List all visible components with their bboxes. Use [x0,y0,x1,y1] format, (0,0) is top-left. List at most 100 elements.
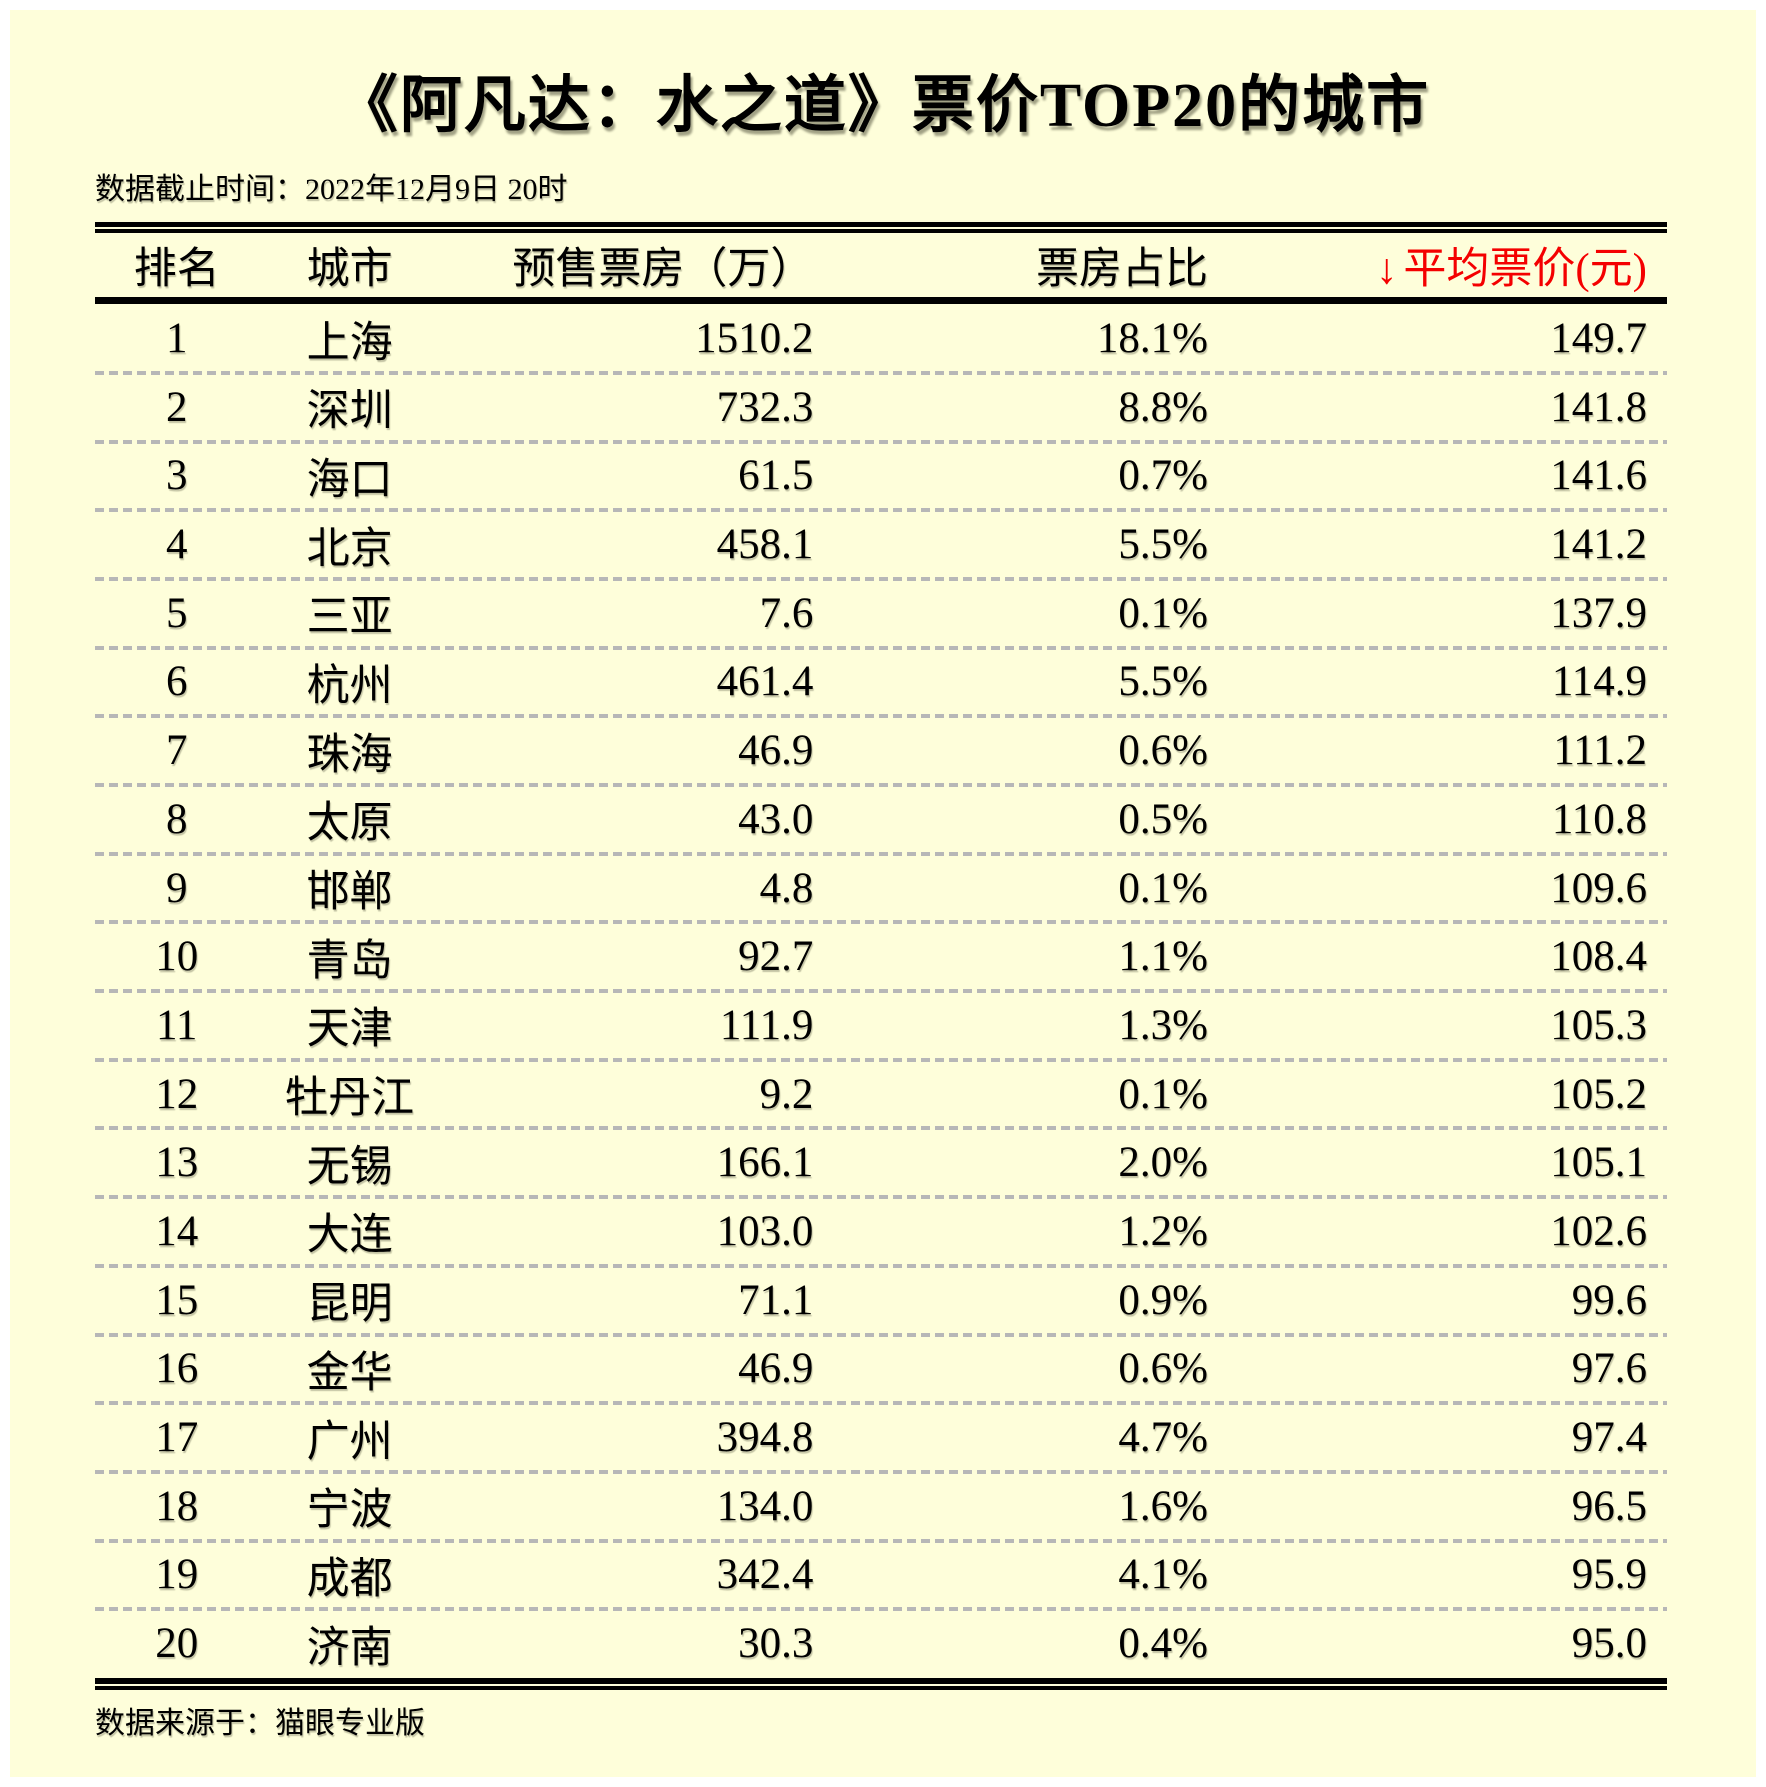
presale-cell: 342.4 [716,1551,814,1599]
share-cell: 0.7% [1118,452,1208,500]
share-cell: 0.1% [1118,589,1208,637]
price-cell: 114.9 [1551,658,1647,706]
city-cell: 上海 [306,319,393,367]
presale-cell: 732.3 [716,383,814,431]
city-cell: 珠海 [306,731,393,779]
presale-cell: 166.1 [716,1139,814,1187]
table-row: 9 邯郸 4.8 0.1% 109.6 [95,854,1667,925]
presale-cell: 1510.2 [695,315,814,363]
price-cell: 99.6 [1571,1276,1647,1324]
city-cell: 济南 [306,1624,393,1672]
city-cell: 深圳 [306,388,393,436]
price-cell: 141.2 [1550,521,1647,569]
presale-cell: 46.9 [738,1345,814,1393]
share-cell: 0.1% [1118,864,1208,912]
price-cell: 109.6 [1550,864,1647,912]
presale-cell: 30.3 [738,1620,814,1668]
price-cell: 141.8 [1550,383,1647,431]
presale-cell: 134.0 [716,1482,814,1530]
price-cell: 105.1 [1550,1139,1647,1187]
city-cell: 广州 [306,1418,393,1466]
table-row: 3 海口 61.5 0.7% 141.6 [95,442,1667,512]
table-row: 7 珠海 46.9 0.6% 111.2 [95,716,1667,787]
price-cell: 137.9 [1550,589,1647,637]
presale-cell: 71.1 [738,1276,814,1324]
city-cell: 金华 [306,1349,393,1397]
presale-cell: 46.9 [738,727,814,775]
share-cell: 4.7% [1118,1414,1208,1462]
table-row: 11 天津 111.9 1.3% 105.3 [95,991,1667,1062]
price-cell: 97.4 [1571,1414,1647,1462]
price-cell: 95.0 [1571,1620,1647,1668]
page-title: 《阿凡达：水之道》票价TOP20的城市 [335,72,1431,140]
rank-cell: 20 [155,1620,199,1668]
city-cell: 无锡 [306,1143,393,1191]
table-header-row: 排名 城市 预售票房（万） 票房占比 ↓ 平均票价(元) [95,233,1667,297]
presale-cell: 458.1 [716,521,814,569]
rank-cell: 3 [165,452,188,500]
price-cell: 111.2 [1553,727,1647,775]
city-cell: 天津 [306,1006,393,1054]
share-cell: 1.3% [1118,1001,1208,1049]
table-row: 6 杭州 461.4 5.5% 114.9 [95,648,1667,718]
column-header-presale: 预售票房（万） [512,246,814,294]
price-cell: 96.5 [1571,1482,1647,1530]
presale-cell: 43.0 [738,795,814,843]
share-cell: 1.1% [1118,933,1208,981]
table-row: 20 济南 30.3 0.4% 95.0 [95,1609,1667,1678]
city-cell: 三亚 [306,594,393,642]
share-cell: 8.8% [1118,383,1208,431]
column-header-rank: 排名 [133,246,220,294]
share-cell: 18.1% [1096,315,1208,363]
infographic-page: 《阿凡达：水之道》票价TOP20的城市 数据截止时间：2022年12月9日 20… [10,10,1756,1777]
presale-cell: 461.4 [716,658,814,706]
table-row: 10 青岛 92.7 1.1% 108.4 [95,922,1667,993]
table-row: 8 太原 43.0 0.5% 110.8 [95,785,1667,856]
price-cell: 108.4 [1550,933,1647,981]
rank-cell: 15 [155,1276,199,1324]
column-header-price: ↓ 平均票价(元) [1208,234,1667,296]
share-cell: 0.6% [1118,1345,1208,1393]
presale-cell: 4.8 [759,864,814,912]
table-row: 4 北京 458.1 5.5% 141.2 [95,510,1667,581]
table-row: 2 深圳 732.3 8.8% 141.8 [95,373,1667,444]
table-row: 14 大连 103.0 1.2% 102.6 [95,1197,1667,1268]
presale-cell: 394.8 [716,1414,814,1462]
city-cell: 成都 [306,1555,393,1603]
price-cell: 105.2 [1550,1070,1647,1118]
column-header-share: 票房占比 [1035,246,1208,294]
price-cell: 95.9 [1571,1551,1647,1599]
rank-cell: 8 [165,795,188,843]
price-cell: 105.3 [1550,1001,1647,1049]
data-cutoff-note: 数据截止时间：2022年12月9日 20时 [95,173,568,207]
column-header-price-label: 平均票价(元) [1403,246,1647,294]
share-cell: 0.6% [1118,727,1208,775]
share-cell: 0.4% [1118,1620,1208,1668]
table-row: 13 无锡 166.1 2.0% 105.1 [95,1128,1667,1199]
data-source-note: 数据来源于：猫眼专业版 [95,1706,425,1740]
rank-cell: 2 [165,383,188,431]
city-cell: 海口 [306,456,393,504]
rank-cell: 12 [155,1070,199,1118]
sort-descending-icon: ↓ [1375,246,1398,294]
bottom-double-rule [95,1677,1667,1690]
city-cell: 大连 [306,1212,393,1260]
city-cell: 杭州 [306,662,393,710]
rank-cell: 10 [155,933,199,981]
city-cell: 太原 [306,800,393,848]
column-header-city: 城市 [306,246,393,294]
city-cell: 邯郸 [306,869,393,917]
share-cell: 2.0% [1118,1139,1208,1187]
table-row: 5 三亚 7.6 0.1% 137.9 [95,579,1667,650]
top-double-rule [95,222,1667,234]
table-row: 15 昆明 71.1 0.9% 99.6 [95,1266,1667,1337]
rank-cell: 14 [155,1207,199,1255]
rank-cell: 4 [165,521,188,569]
rank-cell: 7 [165,727,188,775]
rank-cell: 11 [156,1001,198,1049]
presale-cell: 103.0 [716,1207,814,1255]
share-cell: 5.5% [1118,658,1208,706]
header-rule [95,297,1667,305]
city-cell: 北京 [306,525,393,573]
rank-cell: 6 [165,658,188,706]
